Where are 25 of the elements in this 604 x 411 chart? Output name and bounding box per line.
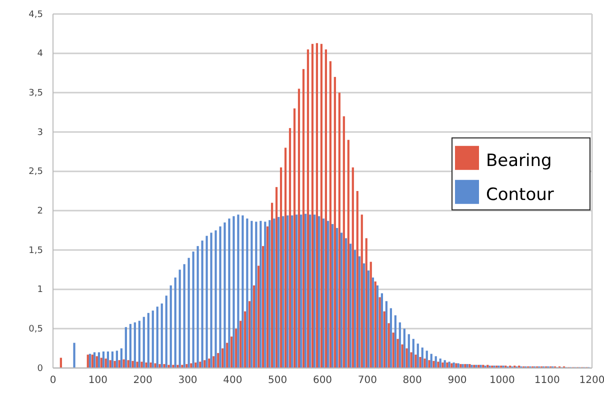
- y-tick-label: 3,5: [28, 88, 43, 99]
- x-tick-label: 1000: [489, 375, 515, 386]
- y-tick-label: 0,5: [28, 324, 43, 335]
- y-tick-label: 0: [37, 364, 44, 374]
- x-tick-label: 600: [312, 375, 332, 386]
- x-tick-label: 400: [223, 375, 242, 386]
- x-tick-label: 100: [88, 375, 108, 386]
- legend-label: Bearing: [486, 150, 552, 171]
- legend-label: Contour: [486, 184, 554, 205]
- x-tick-label: 900: [448, 375, 467, 386]
- y-tick-label: 4: [37, 49, 44, 60]
- y-tick-label: 2,5: [28, 167, 43, 178]
- x-tick-label: 0: [50, 375, 56, 386]
- x-tick-label: 300: [178, 375, 198, 386]
- x-tick-label: 700: [358, 375, 377, 386]
- x-tick-label: 800: [402, 375, 422, 386]
- x-tick-label: 1100: [534, 375, 560, 386]
- x-tick-label: 200: [133, 375, 152, 386]
- y-tick-label: 2: [37, 206, 43, 217]
- y-tick-label: 3: [37, 128, 43, 138]
- x-tick-label: 500: [268, 375, 288, 386]
- y-tick-label: 1: [37, 285, 43, 296]
- x-tick-label: 1200: [579, 375, 604, 386]
- y-tick-label: 4,5: [28, 10, 43, 20]
- y-tick-label: 1,5: [28, 246, 43, 256]
